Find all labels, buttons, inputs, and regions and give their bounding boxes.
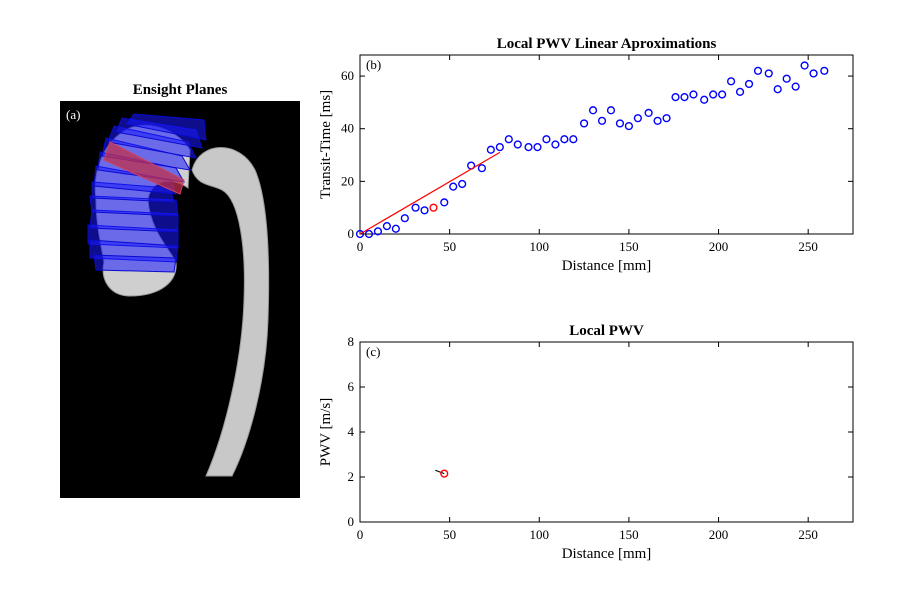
data-point: [486, 145, 495, 154]
series-line: [359, 151, 501, 235]
panel-tag: (c): [366, 344, 380, 359]
chart-title: Local PWV: [569, 323, 644, 339]
data-point: [391, 224, 400, 233]
data-point: [597, 116, 607, 125]
data-point: [458, 179, 467, 189]
series-line: [435, 469, 445, 475]
data-point: [700, 95, 709, 104]
x-axis-label: Distance [mm]: [562, 258, 652, 274]
x-axis-label: Distance [mm]: [562, 546, 652, 562]
chart-c: 0 50 100 150 200 250 0 2 4 6 8 Local PWV Distance [m…: [318, 323, 854, 562]
data-point: [782, 74, 791, 83]
data-point: [644, 108, 653, 118]
y-axis-label: Transit-Time [ms]: [318, 90, 334, 199]
data-point: [411, 203, 420, 212]
data-point: [753, 66, 763, 75]
data-point: [569, 135, 578, 144]
data-point: [624, 121, 634, 131]
data-point: [764, 69, 773, 78]
x-tick-label: 250: [798, 527, 818, 542]
panel-a-tag: (a): [66, 107, 80, 122]
data-point: [588, 106, 598, 115]
data-point: [709, 90, 718, 99]
data-point: [671, 93, 680, 102]
ensight-planes: [87, 113, 207, 273]
data-point: [364, 229, 374, 239]
x-tick-label: 200: [709, 239, 729, 254]
x-tick-label: 100: [530, 527, 550, 542]
descending-aorta: [191, 147, 270, 477]
data-point: [524, 143, 533, 152]
data-point: [744, 79, 754, 89]
data-point: [606, 106, 616, 115]
data-point: [440, 198, 449, 207]
x-tick-label: 100: [530, 239, 550, 254]
data-point: [633, 114, 642, 123]
y-tick-label: 60: [341, 68, 354, 83]
chart-title: Local PWV Linear Aproximations: [497, 36, 717, 52]
plot-frame: [359, 341, 854, 523]
y-tick-label: 0: [348, 514, 355, 529]
data-point: [820, 66, 829, 75]
data-point: [615, 119, 625, 128]
panel-a-title: Ensight Planes: [133, 82, 228, 98]
data-point: [551, 140, 560, 149]
x-tick-label: 150: [619, 239, 639, 254]
y-axis-label: PWV [m/s]: [318, 398, 334, 466]
y-tick-label: 0: [348, 226, 355, 241]
data-point: [689, 90, 698, 99]
data-point: [735, 87, 745, 96]
plot-frame: [359, 54, 854, 235]
data-point: [420, 206, 429, 215]
x-tick-label: 0: [357, 239, 364, 254]
highlighted-plane: [103, 141, 185, 195]
data-point: [495, 143, 504, 152]
data-point: [400, 214, 409, 223]
data-point: [680, 93, 689, 102]
panel-a-image: (a): [60, 101, 300, 498]
data-point: [800, 61, 809, 70]
data-point: [355, 229, 365, 239]
chart-b: 0 50 100 150 200 250 0 20 40 60 Local PWV Linear A…: [318, 36, 854, 274]
x-tick-label: 200: [709, 527, 729, 542]
x-tick-label: 50: [443, 239, 456, 254]
x-tick-label: 250: [798, 239, 818, 254]
panel-tag: (b): [366, 57, 381, 72]
y-tick-label: 2: [348, 469, 355, 484]
x-tick-label: 50: [443, 527, 456, 542]
data-point: [542, 135, 551, 144]
data-point: [773, 85, 782, 94]
data-point: [718, 90, 727, 99]
data-point: [809, 69, 818, 78]
data-point: [579, 119, 589, 128]
data-point: [449, 182, 458, 191]
data-point: [373, 227, 383, 236]
data-point: [662, 114, 671, 123]
data-point: [726, 77, 736, 86]
y-tick-label: 4: [348, 424, 355, 439]
y-tick-label: 8: [348, 334, 355, 349]
x-tick-label: 0: [357, 527, 364, 542]
y-tick-label: 20: [341, 173, 354, 188]
data-point: [440, 469, 449, 478]
data-point: [429, 203, 438, 212]
data-point: [504, 135, 513, 144]
x-tick-label: 150: [619, 527, 639, 542]
data-point: [791, 82, 800, 91]
y-tick-label: 6: [348, 379, 355, 394]
data-point: [513, 140, 522, 149]
data-point: [653, 116, 662, 125]
data-point: [477, 164, 487, 173]
data-point: [382, 222, 391, 231]
data-point: [533, 143, 542, 152]
y-tick-label: 40: [341, 121, 354, 136]
data-point: [560, 135, 569, 144]
